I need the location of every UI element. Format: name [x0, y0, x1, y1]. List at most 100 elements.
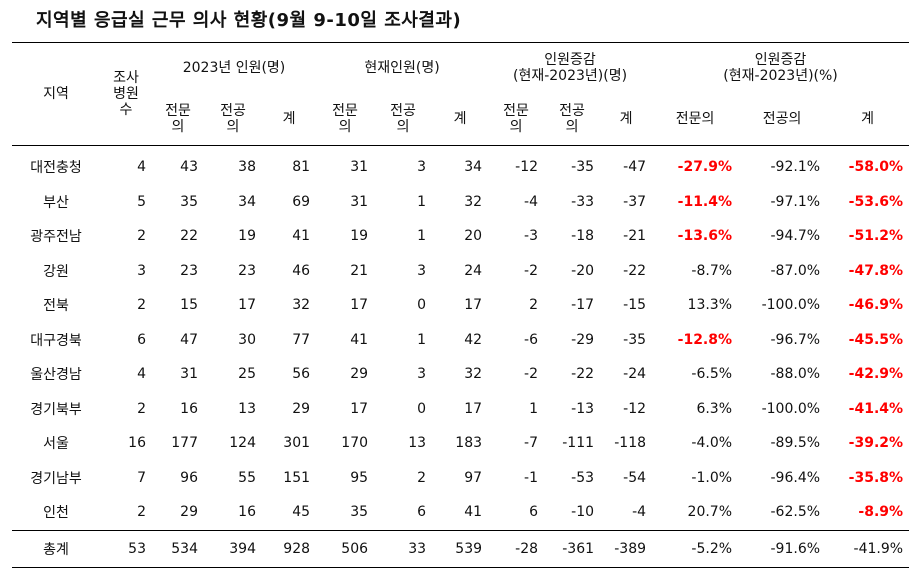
- cell-current-total: 32: [464, 193, 483, 210]
- cell-2023-resident: 25: [238, 366, 256, 383]
- cell-pct-total: -39.2%: [848, 435, 904, 452]
- cell-current-resident: 1: [417, 193, 427, 210]
- cell-current-specialist: 31: [350, 193, 369, 210]
- cell-hospitals: 4: [137, 366, 146, 383]
- cell-pct-resident: -100.0%: [761, 400, 821, 417]
- total-row: 총계 53 534 394 928 506 33 539 -28 -361 -389 -5.2% -91…: [12, 530, 910, 567]
- cell-region: 대전충청: [30, 160, 82, 177]
- cell-diff-specialist: -7: [524, 435, 539, 452]
- cell-diff-resident: -53: [571, 469, 595, 486]
- total-diff-resident: -361: [562, 540, 595, 557]
- total-2023-resident: 394: [229, 540, 256, 557]
- table-header: 지역 조사 병원 수 2023년 인원(명) 현재인원(명) 인원증감 (현재-…: [12, 42, 910, 146]
- total-region: 총계: [43, 541, 69, 558]
- cell-current-total: 34: [464, 159, 483, 176]
- cell-current-resident: 0: [417, 297, 427, 314]
- table-row: 경기북부 2 16 13 29 17 0 17 1 -13 -12 6.3% -100.0% -41.4%: [12, 392, 909, 427]
- subheader-pct-resident: 전공의: [762, 111, 802, 127]
- cell-2023-specialist: 35: [180, 193, 198, 210]
- cell-region: 울산경남: [30, 367, 82, 384]
- cell-current-specialist: 35: [350, 504, 369, 521]
- cell-2023-specialist: 47: [180, 331, 198, 348]
- cell-diff-specialist: 2: [529, 297, 539, 314]
- cell-diff-resident: -20: [571, 262, 595, 279]
- cell-hospitals: 16: [128, 435, 146, 452]
- cell-pct-total: -46.9%: [848, 297, 904, 314]
- table-row: 경기남부 7 96 55 151 95 2 97 -1 -53 -54 -1.0% -96.4% -35.…: [12, 461, 909, 496]
- total-pct-specialist: -5.2%: [691, 540, 733, 557]
- cell-current-specialist: 21: [350, 262, 369, 279]
- cell-2023-specialist: 43: [180, 159, 198, 176]
- cell-diff-resident: -33: [571, 193, 595, 210]
- cell-current-total: 32: [464, 366, 483, 383]
- total-2023-total: 928: [283, 540, 311, 557]
- header-hospitals-line3: 수: [119, 102, 133, 118]
- cell-current-specialist: 19: [350, 228, 369, 245]
- cell-hospitals: 2: [137, 400, 146, 417]
- subheader-diff-resident: 전공 의: [559, 103, 585, 135]
- cell-2023-specialist: 15: [180, 297, 198, 314]
- total-current-total: 539: [455, 540, 483, 557]
- cell-pct-resident: -97.1%: [770, 193, 821, 210]
- cell-pct-specialist: 20.7%: [687, 504, 733, 521]
- cell-current-total: 97: [464, 469, 483, 486]
- subheader-diff-specialist: 전문 의: [503, 103, 529, 135]
- cell-2023-resident: 124: [229, 435, 256, 452]
- cell-hospitals: 5: [137, 193, 146, 210]
- total-pct-resident: -91.6%: [770, 540, 821, 557]
- cell-pct-total: -51.2%: [848, 228, 904, 245]
- cell-2023-total: 56: [292, 366, 311, 383]
- subheader-current-total: 계: [453, 111, 467, 127]
- header-diff-line1: 인원증감: [544, 52, 596, 68]
- cell-pct-resident: -62.5%: [770, 504, 821, 521]
- subheader-pct-total: 계: [861, 111, 874, 127]
- cell-pct-specialist: -27.9%: [677, 159, 733, 176]
- cell-region: 서울: [43, 436, 69, 453]
- cell-diff-resident: -10: [571, 504, 595, 521]
- cell-pct-resident: -87.0%: [770, 262, 821, 279]
- cell-2023-total: 46: [292, 262, 311, 279]
- cell-pct-specialist: -4.0%: [691, 435, 733, 452]
- cell-diff-specialist: -3: [524, 228, 539, 245]
- table-row: 서울 16 177 124 301 170 13 183 -7 -111 -118 -4.0% -89.…: [12, 426, 909, 461]
- cell-pct-resident: -96.4%: [770, 469, 821, 486]
- cell-pct-total: -8.9%: [858, 504, 904, 521]
- cell-current-specialist: 95: [350, 469, 369, 486]
- cell-hospitals: 3: [137, 262, 146, 279]
- subheader-2023-resident: 전공 의: [220, 103, 246, 135]
- cell-current-resident: 13: [408, 435, 427, 452]
- cell-2023-total: 81: [292, 159, 311, 176]
- subheader-current-resident: 전공 의: [390, 103, 416, 135]
- cell-current-resident: 6: [417, 504, 427, 521]
- cell-current-resident: 0: [417, 400, 427, 417]
- cell-hospitals: 2: [137, 228, 146, 245]
- cell-current-specialist: 29: [350, 366, 369, 383]
- cell-diff-specialist: -12: [515, 159, 539, 176]
- cell-2023-total: 32: [292, 297, 311, 314]
- cell-current-specialist: 17: [350, 400, 369, 417]
- cell-diff-specialist: -6: [524, 331, 539, 348]
- cell-hospitals: 6: [137, 331, 146, 348]
- cell-2023-total: 45: [292, 504, 311, 521]
- cell-diff-specialist: 6: [529, 504, 539, 521]
- cell-diff-resident: -35: [571, 159, 595, 176]
- cell-region: 경기북부: [30, 401, 82, 418]
- cell-2023-resident: 13: [238, 400, 256, 417]
- cell-2023-total: 41: [292, 228, 311, 245]
- cell-diff-total: -24: [623, 366, 647, 383]
- cell-pct-total: -47.8%: [848, 262, 904, 279]
- cell-diff-total: -47: [623, 159, 647, 176]
- cell-hospitals: 2: [137, 504, 146, 521]
- total-diff-total: -389: [614, 540, 647, 557]
- cell-2023-resident: 19: [238, 228, 256, 245]
- cell-2023-total: 77: [292, 331, 311, 348]
- cell-pct-resident: -92.1%: [770, 159, 821, 176]
- header-hospitals: 조사 병원 수: [100, 43, 152, 146]
- cell-current-total: 20: [464, 228, 483, 245]
- cell-diff-resident: -13: [571, 400, 595, 417]
- cell-region: 경기남부: [30, 470, 82, 487]
- header-group-pct: 인원증감 (현재-2023년)(%): [652, 43, 909, 94]
- cell-pct-specialist: -1.0%: [691, 469, 733, 486]
- cell-diff-specialist: 1: [529, 400, 539, 417]
- cell-diff-total: -37: [623, 193, 647, 210]
